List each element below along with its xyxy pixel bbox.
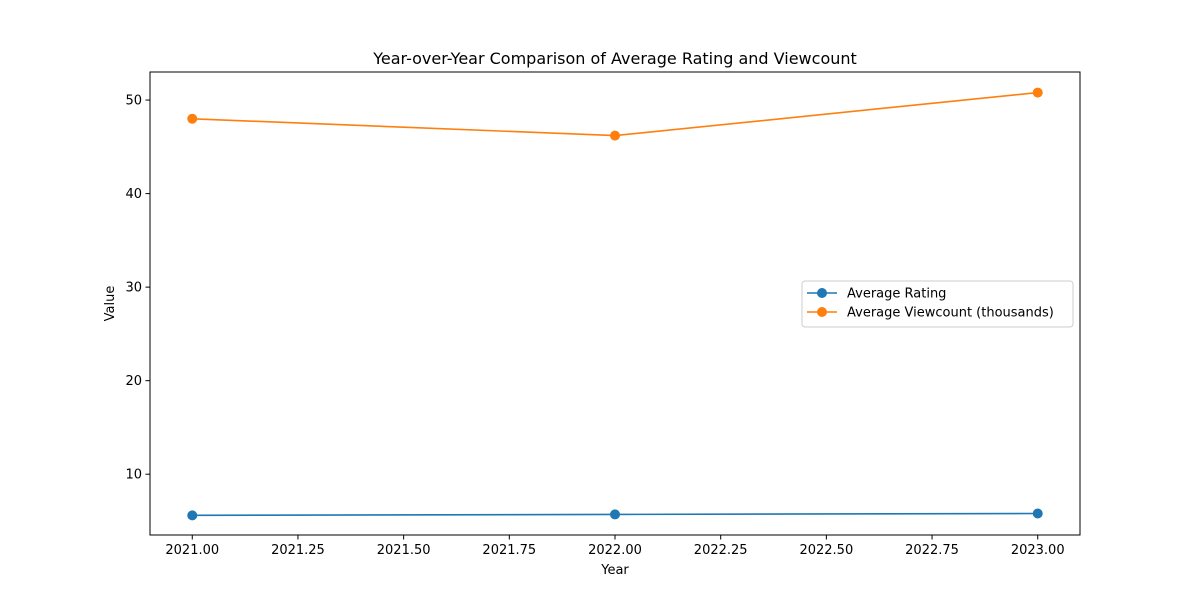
legend-label-average-rating: Average Rating (847, 287, 946, 302)
x-tick-label: 2022.00 (588, 543, 642, 558)
x-tick-label: 2021.50 (377, 543, 431, 558)
data-point-average-rating (187, 510, 197, 520)
x-tick-label: 2022.50 (799, 543, 853, 558)
y-tick-label: 10 (125, 468, 142, 483)
y-tick-label: 50 (125, 94, 142, 109)
legend: Average Rating Average Viewcount (thousa… (802, 281, 1073, 327)
x-tick-label: 2021.00 (165, 543, 219, 558)
x-tick-label: 2021.75 (482, 543, 536, 558)
x-tick-label: 2022.25 (694, 543, 748, 558)
legend-marker-average-rating (817, 288, 827, 298)
data-point-average-viewcount-thousands (610, 131, 620, 141)
data-point-average-viewcount-thousands (1033, 88, 1043, 98)
x-tick-label: 2021.25 (271, 543, 325, 558)
y-axis-label: Value (103, 286, 118, 322)
y-tick-label: 40 (125, 187, 142, 202)
data-point-average-rating (610, 509, 620, 519)
legend-label-average-viewcount: Average Viewcount (thousands) (847, 306, 1054, 321)
legend-marker-average-viewcount (817, 307, 827, 317)
x-axis-label: Year (600, 563, 629, 578)
data-point-average-viewcount-thousands (187, 114, 197, 124)
x-tick-label: 2022.75 (905, 543, 959, 558)
y-tick-label: 20 (125, 374, 142, 389)
x-tick-label: 2023.00 (1011, 543, 1065, 558)
y-tick-label: 30 (125, 281, 142, 296)
data-point-average-rating (1033, 508, 1043, 518)
chart-title: Year-over-Year Comparison of Average Rat… (372, 49, 857, 68)
